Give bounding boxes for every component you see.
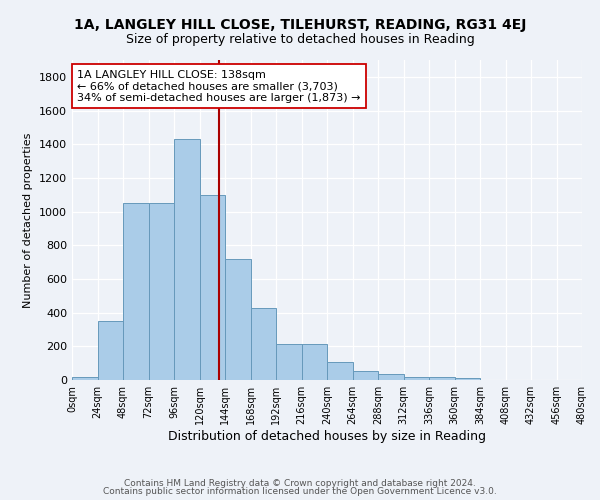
Bar [123,203,149,380]
Bar [199,194,225,380]
Bar [225,258,251,380]
Bar [429,378,455,380]
Y-axis label: Number of detached properties: Number of detached properties [23,132,34,308]
Text: Contains HM Land Registry data © Crown copyright and database right 2024.: Contains HM Land Registry data © Crown c… [124,478,476,488]
Bar [251,308,276,380]
Text: 1A, LANGLEY HILL CLOSE, TILEHURST, READING, RG31 4EJ: 1A, LANGLEY HILL CLOSE, TILEHURST, READI… [74,18,526,32]
X-axis label: Distribution of detached houses by size in Reading: Distribution of detached houses by size … [168,430,486,442]
Text: 1A LANGLEY HILL CLOSE: 138sqm
← 66% of detached houses are smaller (3,703)
34% o: 1A LANGLEY HILL CLOSE: 138sqm ← 66% of d… [77,70,361,103]
Bar [97,321,123,380]
Bar [149,203,174,380]
Bar [327,362,353,380]
Bar [276,344,302,380]
Text: Size of property relative to detached houses in Reading: Size of property relative to detached ho… [125,32,475,46]
Bar [174,139,199,380]
Bar [72,376,97,380]
Bar [378,374,404,380]
Bar [302,344,327,380]
Text: Contains public sector information licensed under the Open Government Licence v3: Contains public sector information licen… [103,487,497,496]
Bar [353,370,378,380]
Bar [404,376,429,380]
Bar [455,378,480,380]
